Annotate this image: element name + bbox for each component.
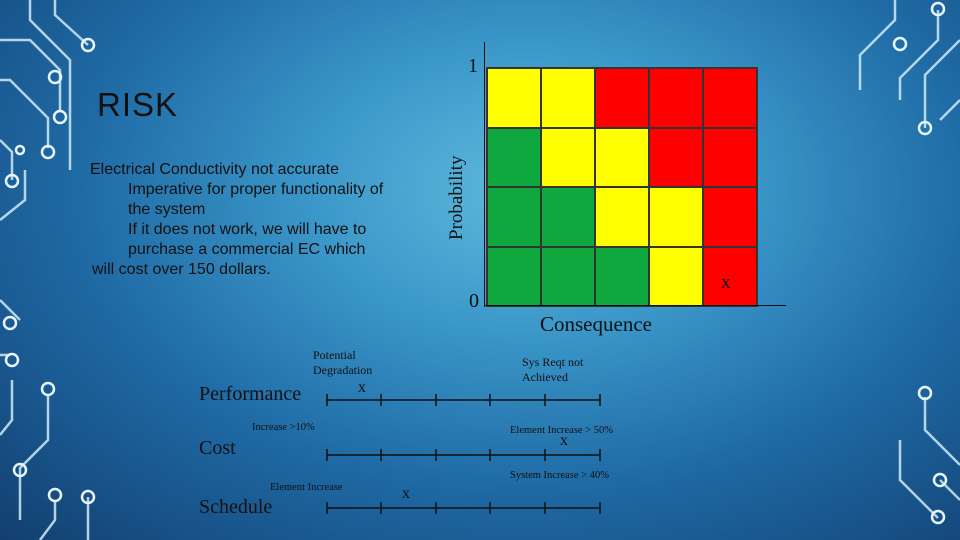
cost-marker: x — [560, 432, 568, 449]
matrix-cell-r1-c4 — [649, 68, 703, 128]
matrix-cell-r3-c1 — [487, 187, 541, 247]
performance-label: Performance — [199, 383, 302, 405]
performance-marker: x — [358, 379, 366, 396]
schedule-right-note: System Increase > 40% — [510, 470, 609, 481]
note-line: Potential — [313, 348, 356, 362]
cost-left-note: Increase >10% — [252, 422, 315, 433]
risk-description: Electrical Conductivity not accurate Imp… — [60, 160, 435, 280]
matrix-cell-r4-c1 — [487, 246, 541, 306]
description-line: Electrical Conductivity not accurate — [90, 161, 339, 178]
matrix-cell-r2-c2 — [541, 127, 595, 187]
description-line: If it does not work, we will have to — [128, 221, 367, 238]
matrix-cell-r4-c4 — [649, 246, 703, 306]
matrix-cell-r2-c1 — [487, 127, 541, 187]
probability-max-label: 1 — [468, 55, 478, 77]
probability-min-label: 0 — [469, 290, 479, 312]
cost-label: Cost — [199, 437, 236, 459]
note-line: Degradation — [313, 363, 373, 377]
x-axis-line — [484, 305, 786, 306]
matrix-cell-r3-c4 — [649, 187, 703, 247]
matrix-cell-r2-c3 — [595, 127, 649, 187]
matrix-cell-r3-c3 — [595, 187, 649, 247]
risk-matrix-grid — [486, 67, 758, 307]
matrix-cell-r4-c5 — [703, 246, 757, 306]
matrix-cell-r1-c5 — [703, 68, 757, 128]
matrix-cell-r1-c2 — [541, 68, 595, 128]
consequence-axis-label: Consequence — [540, 312, 652, 336]
matrix-cell-r2-c4 — [649, 127, 703, 187]
note-line: Achieved — [522, 370, 568, 384]
schedule-marker: x — [402, 485, 410, 502]
description-line: purchase a commercial EC which — [128, 241, 366, 258]
description-line: the system — [128, 201, 206, 218]
note-line: Sys Reqt not — [522, 355, 584, 369]
matrix-risk-marker: x — [721, 272, 731, 293]
y-axis-line — [484, 42, 485, 307]
schedule-left-note: Element Increase — [270, 482, 343, 493]
description-line: will cost over 150 dollars. — [92, 261, 271, 278]
description-line: Imperative for proper functionality of — [128, 181, 384, 198]
performance-right-note: Sys Reqt not Achieved — [522, 355, 583, 385]
matrix-cell-r3-c5 — [703, 187, 757, 247]
matrix-cell-r1-c1 — [487, 68, 541, 128]
performance-left-note: Potential Degradation — [313, 348, 372, 378]
cost-right-note: Element Increase > 50% — [510, 425, 614, 436]
slide-title: RISK — [97, 86, 179, 123]
matrix-cell-r2-c5 — [703, 127, 757, 187]
matrix-cell-r1-c3 — [595, 68, 649, 128]
matrix-cell-r3-c2 — [541, 187, 595, 247]
matrix-cell-r4-c3 — [595, 246, 649, 306]
schedule-label: Schedule — [199, 496, 273, 518]
